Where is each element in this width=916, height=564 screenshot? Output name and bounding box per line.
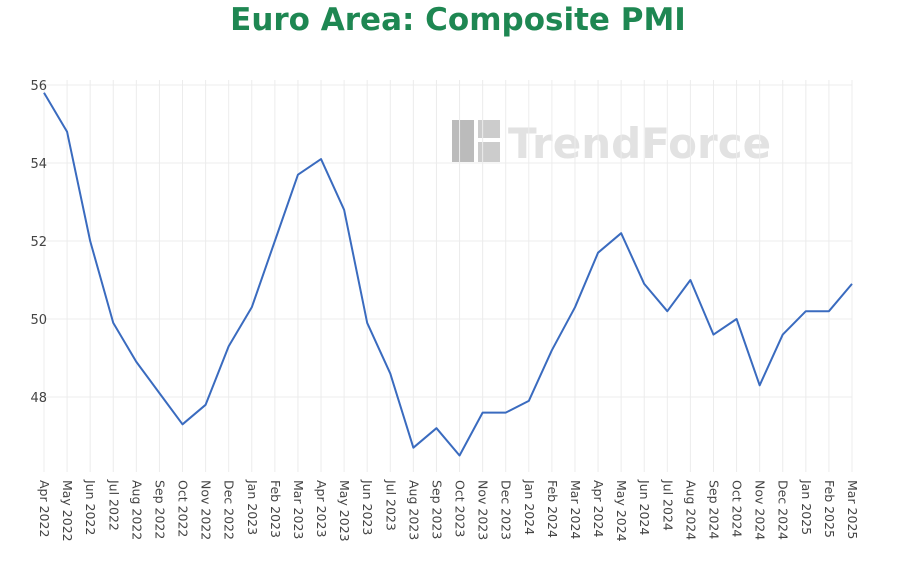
x-tick-label: Feb 2023: [268, 480, 283, 538]
x-tick-label: Nov 2022: [199, 480, 214, 540]
x-tick-label: Jan 2025: [799, 479, 814, 535]
x-tick-label: Jan 2023: [245, 479, 260, 535]
y-tick-label: 56: [30, 79, 47, 94]
x-tick-label: Jan 2024: [522, 479, 537, 535]
x-tick-label: Sep 2022: [152, 480, 167, 539]
x-tick-label: Feb 2025: [822, 480, 837, 538]
x-tick-label: Jun 2023: [360, 479, 375, 535]
series-line-composite-pmi: [43, 92, 853, 457]
watermark-logo-icon: [478, 120, 500, 138]
x-tick-label: May 2023: [337, 480, 352, 542]
x-tick-label: Mar 2025: [845, 480, 860, 539]
x-tick-label: Oct 2023: [453, 480, 468, 537]
x-tick-label: Aug 2022: [129, 480, 144, 540]
x-tick-label: Sep 2023: [429, 480, 444, 539]
watermark-logo-icon: [478, 142, 500, 162]
y-tick-label: 52: [30, 235, 47, 250]
x-tick-label: Apr 2023: [314, 480, 329, 537]
watermark-logo-icon: [452, 120, 474, 162]
x-tick-label: Aug 2023: [406, 480, 421, 540]
x-tick-label: Dec 2023: [499, 480, 514, 540]
chart-title: Euro Area: Composite PMI: [230, 2, 686, 38]
x-tick-label: Jun 2024: [637, 479, 652, 535]
y-tick-label: 50: [30, 313, 47, 328]
x-tick-label: Apr 2024: [591, 480, 606, 537]
x-tick-label: Aug 2024: [683, 480, 698, 540]
x-tick-label: Dec 2022: [222, 480, 237, 540]
y-tick-label: 54: [30, 157, 47, 172]
x-tick-label: Jun 2022: [83, 479, 98, 535]
x-tick-label: Oct 2024: [730, 480, 745, 537]
x-tick-label: Mar 2024: [568, 480, 583, 539]
x-tick-label: Oct 2022: [176, 480, 191, 537]
x-tick-label: Apr 2022: [37, 480, 52, 537]
x-tick-label: Nov 2023: [476, 480, 491, 540]
x-tick-label: Jul 2023: [383, 479, 398, 531]
x-tick-label: Dec 2024: [776, 480, 791, 540]
watermark-text: TrendForce: [508, 119, 771, 168]
x-tick-label: May 2022: [60, 480, 75, 542]
x-tick-label: Feb 2024: [545, 480, 560, 538]
x-tick-label: Jul 2024: [660, 479, 675, 531]
y-tick-label: 48: [30, 391, 47, 406]
x-tick-label: Sep 2024: [706, 480, 721, 539]
x-tick-label: Nov 2024: [753, 480, 768, 540]
x-tick-label: Mar 2023: [291, 480, 306, 539]
x-tick-label: Jul 2022: [106, 479, 121, 531]
x-tick-label: May 2024: [614, 480, 629, 542]
